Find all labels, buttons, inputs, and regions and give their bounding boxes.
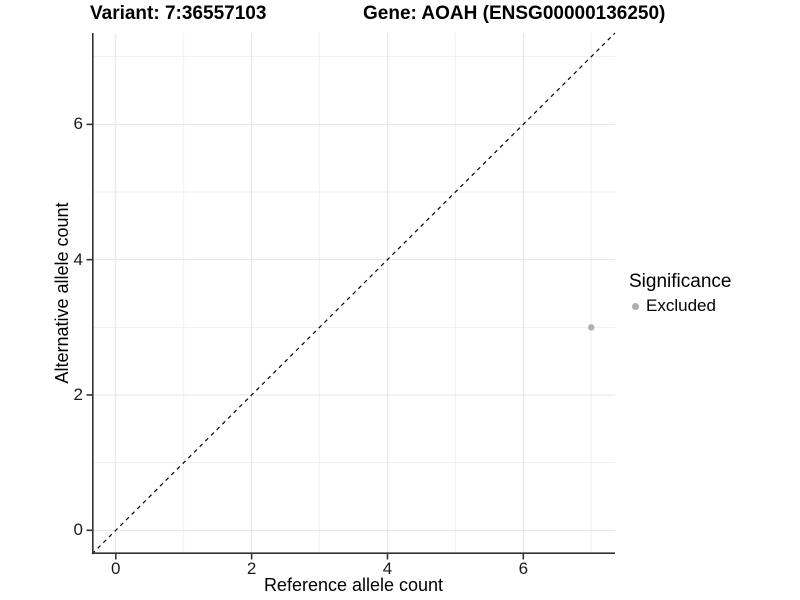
legend-entries: Excluded: [629, 296, 731, 316]
y-tick-label: 4: [73, 249, 83, 269]
y-tick-label: 0: [73, 520, 83, 540]
plot-title-gene: Gene: AOAH (ENSG00000136250): [363, 3, 666, 24]
x-tick-label: 0: [111, 559, 121, 578]
legend-title: Significance: [629, 271, 732, 292]
x-tick-label: 2: [246, 559, 257, 578]
legend-entry: Excluded: [629, 296, 731, 316]
legend-entry-label: Excluded: [646, 296, 716, 315]
legend: Significance Excluded: [629, 271, 731, 316]
identity-reference-line: [91, 32, 616, 555]
y-tick-label: 6: [73, 114, 83, 134]
legend-key-dot-icon: [632, 302, 639, 310]
plot-panel: [86, 32, 616, 560]
x-tick-label: 6: [518, 559, 529, 578]
plot-canvas: [86, 32, 616, 560]
plot-title-variant: Variant: 7:36557103: [90, 3, 267, 24]
y-tick-label: 2: [73, 384, 83, 404]
x-tick-label: 4: [382, 559, 393, 578]
x-axis-title: Reference allele count: [263, 575, 444, 595]
data-point: [588, 324, 595, 331]
